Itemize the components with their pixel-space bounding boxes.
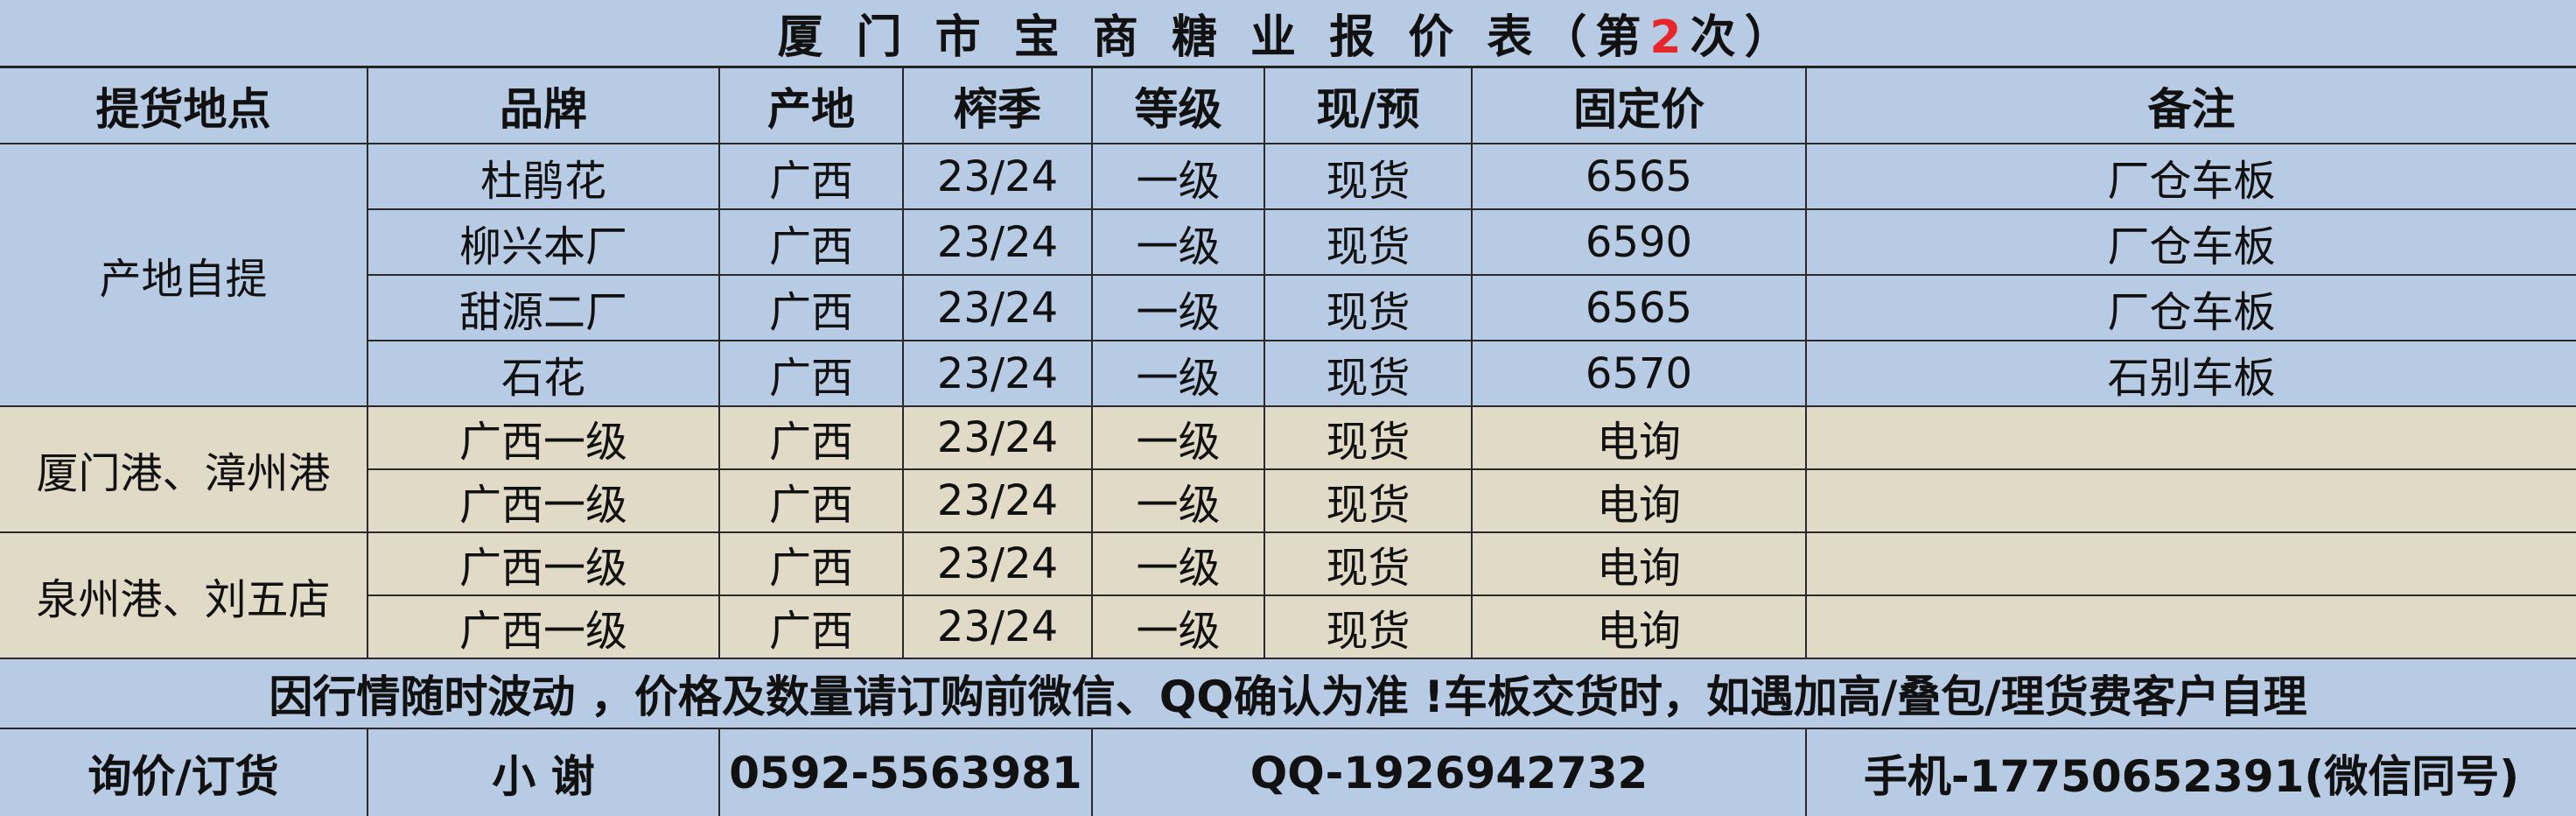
contact-mobile: 手机-17750652391(微信同号)	[1804, 728, 2576, 816]
brand-cell: 石花	[368, 340, 720, 407]
type-cell: 现货	[1264, 143, 1473, 210]
season-cell: 23/24	[902, 531, 1093, 596]
origin-cell: 广西	[718, 405, 904, 470]
table-row: 甜源二厂 广西 23/24 一级 现货 6565 厂仓车板	[0, 274, 2576, 341]
header-brand: 品牌	[367, 66, 720, 144]
type-cell: 现货	[1264, 531, 1473, 596]
season-cell: 23/24	[902, 208, 1093, 276]
header-type: 现/预	[1264, 66, 1473, 144]
header-location: 提货地点	[0, 66, 368, 144]
type-cell: 现货	[1264, 468, 1473, 533]
contact-phone: 0592-5563981	[718, 728, 1093, 816]
grade-cell: 一级	[1091, 340, 1265, 407]
header-origin: 产地	[718, 66, 904, 144]
brand-cell: 柳兴本厂	[368, 208, 720, 276]
table-row: 泉州港、刘五店 广西一级 广西 23/24 一级 现货 电询	[0, 531, 2576, 659]
table-row: 石花 广西 23/24 一级 现货 6570 石别车板	[0, 340, 2576, 407]
location-cell: 产地自提	[0, 143, 368, 407]
origin-cell: 广西	[718, 531, 904, 596]
season-cell: 23/24	[902, 468, 1093, 533]
season-cell: 23/24	[902, 143, 1093, 210]
header-price: 固定价	[1471, 66, 1807, 144]
type-cell: 现货	[1264, 405, 1473, 470]
brand-cell: 广西一级	[368, 468, 720, 533]
grade-cell: 一级	[1091, 143, 1265, 210]
note-cell	[1804, 531, 2576, 596]
grade-cell: 一级	[1091, 531, 1265, 596]
price-cell: 电询	[1471, 468, 1807, 533]
origin-cell: 广西	[718, 340, 904, 407]
type-cell: 现货	[1264, 208, 1473, 276]
contact-name: 小 谢	[367, 728, 720, 816]
grade-cell: 一级	[1091, 468, 1265, 533]
season-cell: 23/24	[902, 274, 1093, 341]
note-cell: 厂仓车板	[1804, 274, 2576, 341]
grade-cell: 一级	[1091, 405, 1265, 470]
brand-cell: 广西一级	[368, 594, 720, 659]
header-season: 榨季	[902, 66, 1093, 144]
season-cell: 23/24	[902, 594, 1093, 659]
type-cell: 现货	[1264, 340, 1473, 407]
price-cell: 6590	[1471, 208, 1807, 276]
note-cell: 石别车板	[1804, 340, 2576, 407]
note-cell	[1804, 468, 2576, 533]
note-cell: 厂仓车板	[1804, 143, 2576, 210]
location-cell: 厦门港、漳州港	[0, 405, 368, 533]
price-cell: 电询	[1471, 594, 1807, 659]
contact-qq: QQ-1926942732	[1091, 728, 1807, 816]
note-cell	[1804, 405, 2576, 470]
brand-cell: 甜源二厂	[368, 274, 720, 341]
origin-cell: 广西	[718, 208, 904, 276]
header-note: 备注	[1804, 66, 2576, 144]
price-cell: 6570	[1471, 340, 1807, 407]
brand-cell: 杜鹃花	[367, 143, 720, 210]
price-cell: 电询	[1471, 531, 1807, 596]
price-cell: 6565	[1471, 274, 1807, 341]
season-cell: 23/24	[902, 405, 1093, 470]
grade-cell: 一级	[1091, 274, 1265, 341]
contact-row: 询价/订货 小 谢 0592-5563981 QQ-1926942732 手机-…	[0, 728, 2576, 816]
table-row: 广西一级 广西 23/24 一级 现货 电询	[0, 468, 2576, 533]
page-title: 厦 门 市 宝 商 糖 业 报 价 表（第2次）	[0, 0, 2576, 68]
location-cell: 泉州港、刘五店	[0, 531, 368, 659]
header-grade: 等级	[1091, 66, 1265, 144]
grade-cell: 一级	[1091, 594, 1265, 659]
brand-cell: 广西一级	[367, 405, 720, 470]
origin-cell: 广西	[718, 594, 904, 659]
origin-cell: 广西	[718, 143, 904, 210]
origin-cell: 广西	[718, 274, 904, 341]
table-row: 厦门港、漳州港 广西一级 广西 23/24 一级 现货 电询	[0, 405, 2576, 533]
note-cell: 厂仓车板	[1804, 208, 2576, 276]
type-cell: 现货	[1264, 274, 1473, 341]
grade-cell: 一级	[1091, 208, 1265, 276]
table-row: 广西一级 广西 23/24 一级 现货 电询	[0, 594, 2576, 659]
price-cell: 电询	[1471, 405, 1807, 470]
note-cell	[1804, 594, 2576, 659]
season-cell: 23/24	[902, 340, 1093, 407]
origin-cell: 广西	[718, 468, 904, 533]
table-row: 产地自提 杜鹃花 广西 23/24 一级 现货 6565 厂仓车板	[0, 143, 2576, 407]
type-cell: 现货	[1264, 594, 1473, 659]
contact-label: 询价/订货	[0, 728, 368, 816]
edition-number: 2	[1649, 11, 1690, 64]
table-row: 柳兴本厂 广西 23/24 一级 现货 6590 厂仓车板	[0, 208, 2576, 276]
price-cell: 6565	[1471, 143, 1807, 210]
notice-text: 因行情随时波动 ，价格及数量请订购前微信、QQ确认为准 !车板交货时，如遇加高/…	[0, 658, 2576, 729]
brand-cell: 广西一级	[367, 531, 720, 596]
header-row: 提货地点 品牌 产地 榨季 等级 现/预 固定价 备注	[0, 66, 2576, 144]
